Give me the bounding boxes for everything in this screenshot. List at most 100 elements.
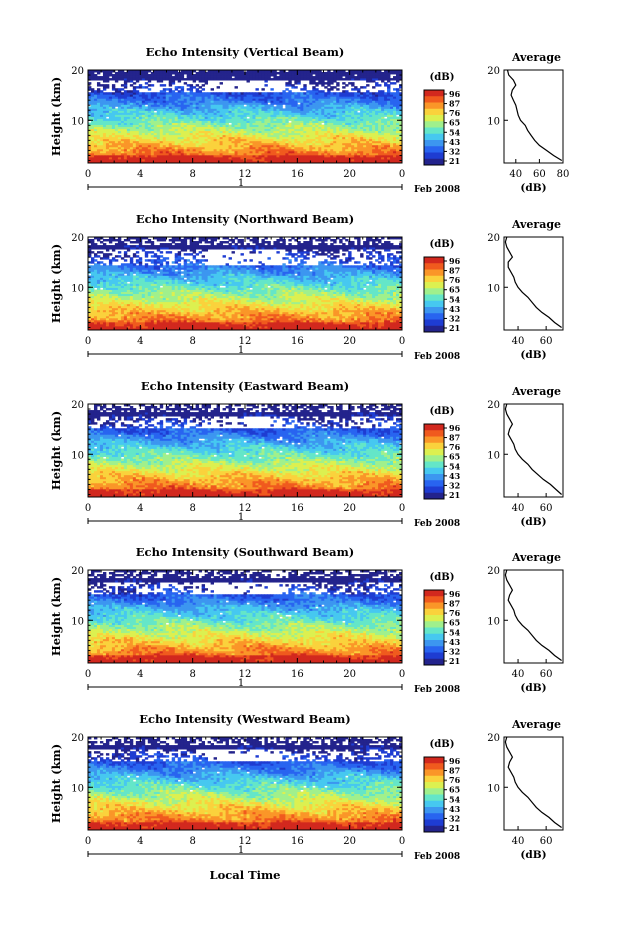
panel-title: Echo Intensity (Eastward Beam) <box>141 379 349 393</box>
xtick-label: 4 <box>137 503 143 514</box>
profile-line <box>505 237 561 328</box>
heatmap-cells <box>88 737 402 830</box>
colorbar-segment <box>424 313 444 320</box>
colorbar-segment <box>424 596 444 603</box>
panel-2: Echo Intensity (Northward Beam)1020Heigh… <box>49 212 563 362</box>
ylabel: Height (km) <box>49 244 63 323</box>
ylabel: Height (km) <box>49 77 63 156</box>
profile-ytick-label: 10 <box>487 616 500 627</box>
profile-title: Average <box>511 385 561 398</box>
profile-xtick-label: 40 <box>512 503 525 514</box>
colorbar-segment <box>424 609 444 616</box>
profile-line <box>505 404 561 495</box>
colorbar-tick-label: 54 <box>449 627 461 637</box>
xtick-label: 8 <box>189 503 195 514</box>
profile-xtick-label: 60 <box>533 169 546 180</box>
xtick-label: 4 <box>137 836 143 847</box>
day-label: 1 <box>238 345 244 356</box>
panel-1: Echo Intensity (Vertical Beam)1020Height… <box>49 45 569 195</box>
colorbar-tick-label: 21 <box>449 490 460 500</box>
colorbar-segment <box>424 813 444 820</box>
colorbar-tick-label: 54 <box>449 794 461 804</box>
colorbar-segment <box>424 763 444 770</box>
profile-ytick-label: 10 <box>487 116 500 127</box>
profile-ytick-label: 20 <box>487 733 500 744</box>
heatmap-cells <box>88 70 402 163</box>
colorbar-segment <box>424 590 444 597</box>
heatmap-cells <box>88 404 402 497</box>
profile-xlabel: (dB) <box>520 349 546 361</box>
colorbar-tick-label: 76 <box>449 775 461 785</box>
colorbar-tick-label: 43 <box>449 471 461 481</box>
colorbar-tick-label: 96 <box>449 589 461 599</box>
month-label: Feb 2008 <box>414 519 460 529</box>
colorbar-segment <box>424 480 444 487</box>
xtick-label: 8 <box>189 836 195 847</box>
ytick-label: 10 <box>71 450 84 461</box>
profile-xtick-label: 80 <box>557 169 570 180</box>
colorbar-tick-label: 32 <box>449 313 460 323</box>
colorbar-tick-label: 32 <box>449 146 460 156</box>
colorbar-unit: (dB) <box>430 239 455 250</box>
profile-frame <box>504 237 563 330</box>
day-label: 1 <box>238 512 244 523</box>
profile-frame <box>504 404 563 497</box>
xtick-label: 0 <box>399 336 405 347</box>
profile-xtick-label: 40 <box>509 169 522 180</box>
profile-ytick-label: 20 <box>487 400 500 411</box>
xtick-label: 0 <box>85 669 91 680</box>
colorbar-segment <box>424 782 444 789</box>
colorbar-segment <box>424 295 444 302</box>
colorbar-unit: (dB) <box>430 406 455 417</box>
colorbar-unit: (dB) <box>430 572 455 583</box>
colorbar-segment <box>424 659 444 666</box>
month-label: Feb 2008 <box>414 352 460 362</box>
ytick-label: 10 <box>71 783 84 794</box>
xtick-label: 4 <box>137 669 143 680</box>
profile-line <box>508 70 562 161</box>
month-label: Feb 2008 <box>414 852 460 862</box>
colorbar-tick-label: 87 <box>449 266 460 276</box>
colorbar-segment <box>424 826 444 833</box>
profile-xlabel: (dB) <box>520 516 546 528</box>
colorbar-tick-label: 54 <box>449 127 461 137</box>
colorbar-segment <box>424 640 444 647</box>
colorbar-segment <box>424 301 444 308</box>
colorbar-tick-label: 65 <box>449 452 460 462</box>
profile-xlabel: (dB) <box>520 849 546 861</box>
profile-ytick-label: 20 <box>487 66 500 77</box>
colorbar-tick-label: 43 <box>449 304 461 314</box>
profile-title: Average <box>511 551 561 564</box>
xtick-label: 0 <box>85 336 91 347</box>
profile-title: Average <box>511 218 561 231</box>
xtick-label: 8 <box>189 336 195 347</box>
colorbar-segment <box>424 646 444 653</box>
profile-xlabel: (dB) <box>520 682 546 694</box>
colorbar-tick-label: 54 <box>449 461 461 471</box>
panel-3: Echo Intensity (Eastward Beam)1020Height… <box>49 379 563 529</box>
xtick-label: 20 <box>343 836 356 847</box>
profile-ytick-label: 10 <box>487 450 500 461</box>
colorbar-tick-label: 32 <box>449 813 460 823</box>
xtick-label: 0 <box>399 169 405 180</box>
profile-xtick-label: 40 <box>512 336 525 347</box>
ytick-label: 10 <box>71 616 84 627</box>
month-label: Feb 2008 <box>414 685 460 695</box>
colorbar-segment <box>424 807 444 814</box>
profile-xtick-label: 60 <box>540 669 553 680</box>
colorbar-tick-label: 32 <box>449 480 460 490</box>
colorbar-segment <box>424 474 444 481</box>
heatmap-cells <box>88 570 402 663</box>
ytick-label: 10 <box>71 283 84 294</box>
colorbar-tick-label: 87 <box>449 433 460 443</box>
profile-xtick-label: 60 <box>540 836 553 847</box>
colorbar-tick-label: 32 <box>449 646 460 656</box>
profile-line <box>505 570 561 661</box>
colorbar-tick-label: 96 <box>449 256 461 266</box>
